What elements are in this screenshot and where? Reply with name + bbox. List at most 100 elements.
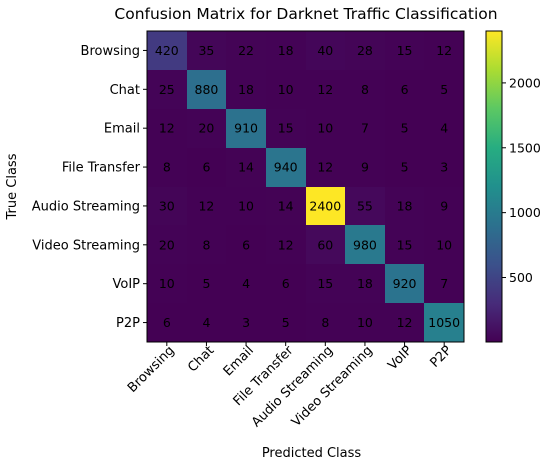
cell-value-label: 2400 (309, 198, 341, 213)
cell-value-label: 12 (159, 121, 175, 136)
cell-value-label: 5 (282, 315, 290, 330)
heatmap-cell (226, 31, 266, 70)
matrix-frame (146, 30, 465, 343)
cell-value-label: 5 (440, 82, 448, 97)
cell-value-label: 980 (353, 237, 377, 252)
heatmap-cell (385, 70, 424, 109)
cell-value-label: 8 (361, 82, 369, 97)
heatmap-cell (345, 109, 385, 148)
heatmap-cell (226, 109, 266, 148)
heatmap-cell (424, 225, 464, 264)
cell-value-label: 880 (195, 82, 219, 97)
cell-value-label: 5 (401, 160, 409, 175)
cell-value-label: 10 (278, 82, 294, 97)
cell-value-label: 940 (274, 160, 298, 175)
heatmap-cell (424, 148, 464, 187)
cell-value-label: 18 (278, 43, 294, 58)
colorbar-tick-label: 2000 (509, 75, 541, 90)
x-axis-label: Predicted Class (262, 446, 362, 461)
cell-value-label: 40 (317, 43, 333, 58)
heatmap-cell (187, 303, 226, 342)
cell-value-label: 12 (317, 160, 333, 175)
y-tick-label: Chat (110, 83, 140, 98)
x-tick-label: VoIP (385, 343, 415, 373)
cell-value-label: 9 (361, 160, 369, 175)
x-tick-label: P2P (427, 343, 455, 371)
heatmap-cell (424, 70, 464, 109)
heatmap-cell (345, 264, 385, 303)
heatmap-cell (147, 187, 187, 225)
heatmap-cell (424, 31, 464, 70)
cell-value-label: 18 (397, 198, 413, 213)
heatmap-cell (345, 70, 385, 109)
y-tick-label: Audio Streaming (32, 199, 140, 214)
x-tick-label: Email (221, 343, 257, 379)
cell-value-label: 4 (242, 276, 250, 291)
heatmap-cell (306, 303, 345, 342)
heatmap-cell (424, 109, 464, 148)
cell-value-label: 8 (163, 160, 171, 175)
y-tick-label: VoIP (112, 277, 140, 292)
cell-value-label: 920 (393, 276, 417, 291)
cell-value-label: 4 (440, 121, 448, 136)
heatmap-cell (147, 264, 187, 303)
heatmap-cell (226, 303, 266, 342)
cell-value-label: 10 (357, 315, 373, 330)
heatmap-cell (424, 303, 464, 342)
cell-value-label: 1050 (428, 315, 460, 330)
heatmap-cell (385, 187, 424, 225)
heatmap-cell (187, 109, 226, 148)
heatmap-cell (226, 70, 266, 109)
y-tick-label: File Transfer (62, 161, 141, 176)
y-tick-label: P2P (116, 316, 140, 331)
y-tick-label: Video Streaming (32, 238, 140, 253)
x-tick-label: Chat (185, 343, 217, 375)
x-tick-label: Browsing (125, 343, 178, 396)
heatmap-cell (306, 225, 345, 264)
heatmap-cell (266, 148, 306, 187)
heatmap-cell (306, 109, 345, 148)
heatmap-cell (424, 187, 464, 225)
heatmap-cell (345, 148, 385, 187)
cell-value-label: 6 (401, 82, 409, 97)
heatmap-cell (147, 70, 187, 109)
heatmap-cell (266, 31, 306, 70)
heatmap-cell (266, 109, 306, 148)
cell-value-label: 3 (242, 315, 250, 330)
cell-value-label: 30 (159, 198, 175, 213)
cell-value-label: 5 (401, 121, 409, 136)
chart-title: Confusion Matrix for Darknet Traffic Cla… (114, 5, 497, 23)
cell-value-label: 20 (198, 121, 214, 136)
cell-value-label: 15 (397, 43, 413, 58)
heatmap-cell (424, 264, 464, 303)
heatmap-cell (306, 148, 345, 187)
y-axis-label: True Class (5, 153, 20, 220)
heatmap-cell (266, 187, 306, 225)
cell-value-label: 10 (238, 198, 254, 213)
heatmap-cell (147, 109, 187, 148)
heatmap-cell (147, 303, 187, 342)
cell-value-label: 10 (159, 276, 175, 291)
y-tick-label: Email (104, 122, 140, 137)
cell-value-label: 12 (317, 82, 333, 97)
heatmap-cell (345, 31, 385, 70)
cell-value-label: 60 (317, 237, 333, 252)
heatmap-cell (385, 303, 424, 342)
cell-value-label: 12 (436, 43, 452, 58)
cell-value-label: 55 (357, 198, 373, 213)
heatmap-cell (385, 148, 424, 187)
y-tick-label: Browsing (81, 44, 140, 59)
cell-value-label: 6 (282, 276, 290, 291)
heatmap-cell (187, 264, 226, 303)
y-tick-labels: Browsing Chat Email File Transfer Audio Stre… (32, 44, 147, 331)
heatmap-cell (266, 264, 306, 303)
cell-value-label: 15 (397, 237, 413, 252)
cell-value-label: 18 (357, 276, 373, 291)
cell-value-label: 12 (397, 315, 413, 330)
colorbar-tick-labels: 500 1000 1500 2000 (502, 75, 541, 285)
cell-value-label: 15 (278, 121, 294, 136)
heatmap-cell (385, 264, 424, 303)
colorbar-tick-label: 1000 (509, 205, 541, 220)
